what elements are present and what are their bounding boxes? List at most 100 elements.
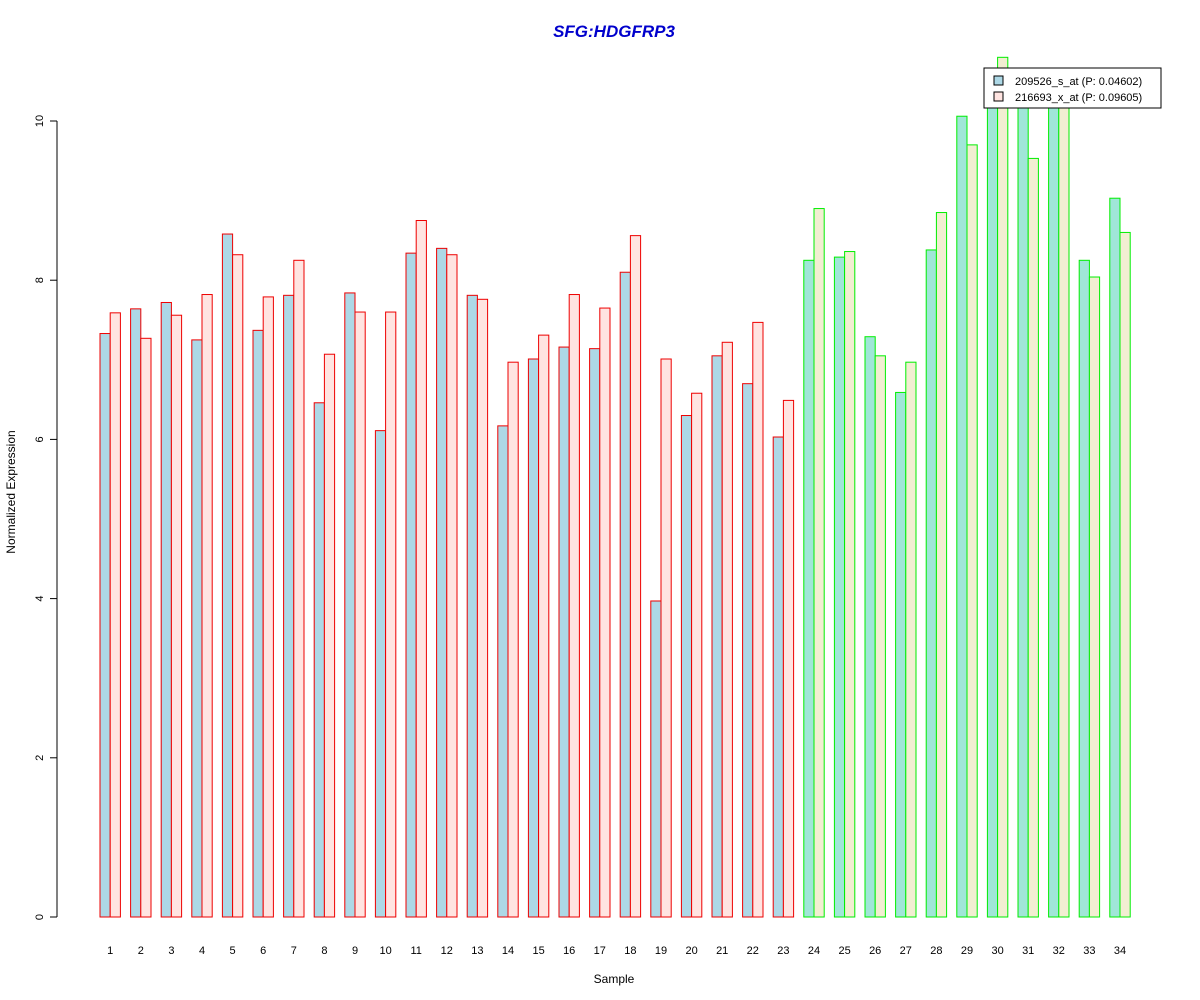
bar-2	[782, 399, 795, 918]
x-tick-label: 28	[930, 945, 942, 957]
x-axis-label: Sample	[594, 972, 635, 986]
bar-2	[660, 358, 672, 918]
bar-1	[650, 600, 662, 918]
bar-2	[323, 353, 336, 918]
bar-1	[344, 292, 356, 918]
bar-2	[844, 251, 856, 918]
bar-2	[966, 144, 978, 918]
bar-1	[680, 415, 693, 918]
bar-2	[691, 392, 703, 918]
bar-2	[354, 311, 366, 918]
bar-1	[864, 336, 876, 918]
bar-1	[1017, 96, 1029, 918]
bar-1	[925, 249, 937, 918]
bar-1	[772, 436, 784, 918]
bar-2	[262, 296, 274, 918]
y-tick-label: 0	[34, 914, 46, 920]
bar-1	[527, 358, 540, 918]
bar-2	[538, 334, 550, 918]
bar-2	[629, 235, 642, 918]
x-tick-label: 29	[961, 945, 973, 957]
bar-2	[140, 337, 152, 918]
legend-swatch-1	[993, 75, 1004, 86]
bar-1	[803, 259, 815, 918]
bar-1	[589, 348, 601, 918]
bar-1	[895, 391, 907, 918]
bar-2	[997, 56, 1009, 918]
bar-2	[201, 294, 213, 918]
bar-1	[160, 301, 172, 918]
bar-1	[956, 115, 968, 918]
y-tick-label: 10	[34, 115, 46, 127]
bar-1	[466, 294, 478, 918]
x-tick-label: 10	[379, 945, 391, 957]
legend-entry-2: 216693_x_at (P: 0.09605)	[1015, 92, 1142, 104]
bar-1	[191, 339, 203, 918]
legend-entry-1: 209526_s_at (P: 0.04602)	[1015, 76, 1142, 88]
x-tick-label: 16	[563, 945, 575, 957]
bar-2	[568, 294, 580, 918]
bar-2	[813, 208, 825, 918]
y-tick-label: 8	[34, 277, 46, 283]
y-tick-label: 6	[34, 436, 46, 442]
bar-2	[415, 220, 427, 918]
x-tick-label: 22	[747, 945, 759, 957]
bar-1	[436, 247, 448, 918]
bar-2	[721, 341, 733, 918]
x-tick-label: 13	[471, 945, 483, 957]
bar-1	[283, 294, 295, 918]
legend-box	[983, 67, 1162, 109]
x-tick-label: 20	[685, 945, 697, 957]
x-tick-label: 5	[230, 945, 236, 957]
x-tick-label: 33	[1083, 945, 1095, 957]
y-axis: 0 2 4 6 8 10	[34, 115, 58, 920]
bar-2	[905, 361, 917, 918]
bar-2	[935, 212, 948, 918]
bar-2	[507, 361, 519, 918]
bar-1	[558, 346, 570, 918]
bar-1	[221, 233, 234, 918]
x-tick-label: 18	[624, 945, 636, 957]
bar-2	[874, 355, 886, 918]
legend: 209526_s_at (P: 0.04602) 216693_x_at (P:…	[983, 67, 1162, 109]
x-tick-label: 17	[594, 945, 606, 957]
y-axis-label: Normalized Expression	[4, 430, 18, 553]
bar-2	[752, 321, 764, 918]
x-tick-label: 14	[502, 945, 514, 957]
x-tick-label: 30	[991, 945, 1003, 957]
x-tick-label: 26	[869, 945, 881, 957]
bars	[99, 56, 1131, 918]
bar-1	[252, 329, 264, 918]
bar-1	[1109, 197, 1121, 918]
bar-2	[476, 298, 489, 918]
x-tick-labels: 1 2 3 4 5 6 7 8 9 10 11 12 13 14 15 16 17 18 19 20 21 22 23 24 2…	[107, 945, 1126, 957]
bar-2	[293, 259, 305, 918]
bar-1	[405, 252, 417, 918]
bar-2	[599, 307, 611, 918]
x-tick-label: 24	[808, 945, 820, 957]
bar-1	[374, 430, 387, 918]
x-tick-label: 23	[777, 945, 789, 957]
bar-2	[1027, 157, 1039, 918]
y-tick-label: 2	[34, 755, 46, 761]
bar-2	[170, 314, 183, 918]
x-tick-label: 2	[138, 945, 144, 957]
x-tick-label: 31	[1022, 945, 1034, 957]
x-tick-label: 11	[410, 945, 421, 957]
bar-2	[109, 312, 121, 918]
bar-1	[130, 308, 142, 918]
bar-1	[619, 271, 631, 918]
x-tick-label: 4	[199, 945, 205, 957]
x-tick-label: 27	[900, 945, 912, 957]
x-tick-label: 15	[532, 945, 544, 957]
bar-1	[833, 256, 846, 918]
x-tick-label: 34	[1114, 945, 1126, 957]
bar-1	[313, 402, 325, 918]
bar-2	[232, 254, 244, 918]
bar-1	[497, 425, 509, 918]
bar-1	[99, 333, 111, 918]
bar-1	[986, 96, 999, 918]
x-tick-label: 19	[655, 945, 667, 957]
bar-2	[1088, 276, 1101, 918]
